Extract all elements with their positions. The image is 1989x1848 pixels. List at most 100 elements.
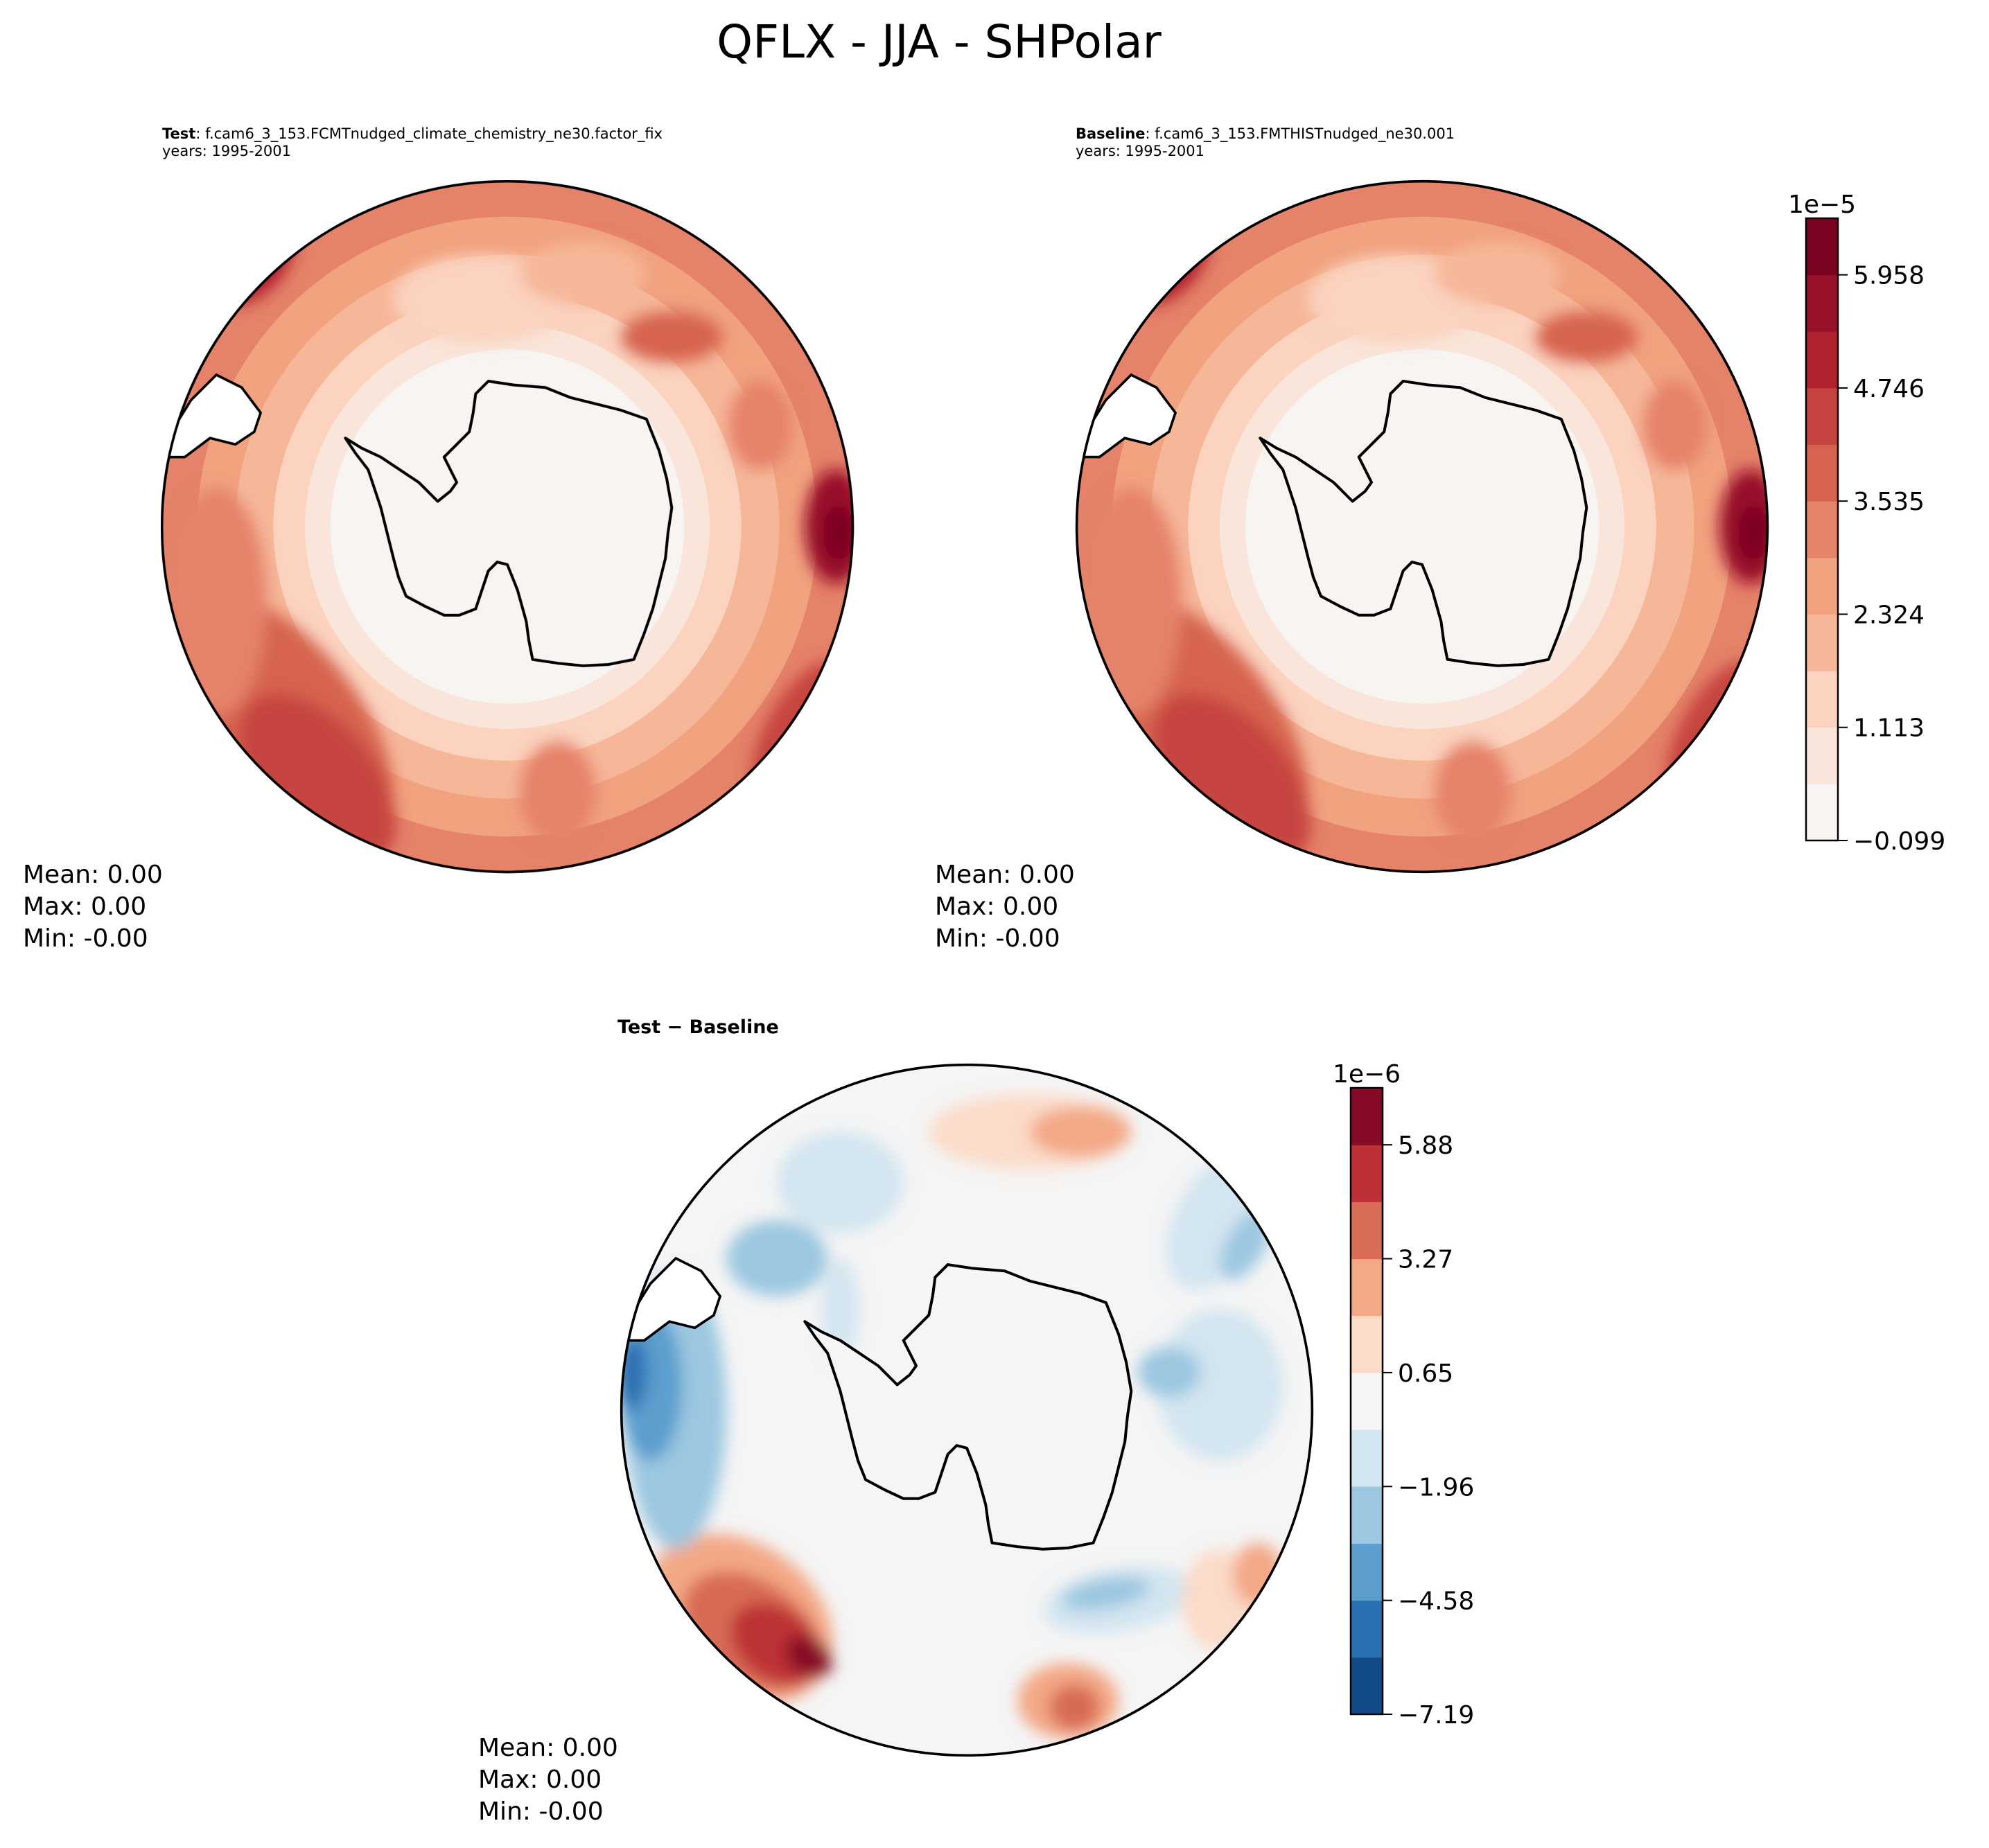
colorbar-diff-svg: 1e−6 −7.19 −4.58 −1.96 0.65 3.27 5.88 [1333, 1060, 1474, 1730]
stat-mean: Mean: 0.00 [23, 861, 163, 889]
colorbar-band [1351, 1315, 1383, 1373]
contour-region [777, 1132, 904, 1233]
colorbar-band [1806, 444, 1838, 502]
colorbar-tick-label: 5.88 [1398, 1132, 1453, 1160]
contour-region [785, 1635, 832, 1678]
map-test [160, 179, 855, 874]
contour-field [1076, 181, 1768, 872]
panel-baseline-case: : f.cam6_3_153.FMTHISTnudged_ne30.001 [1145, 125, 1455, 142]
colorbar-band [1806, 557, 1838, 615]
colorbar-band [1351, 1600, 1383, 1658]
contour-region [1536, 311, 1638, 362]
colorbar-band [1351, 1543, 1383, 1601]
colorbar-tick-label: 3.27 [1398, 1246, 1453, 1274]
panel-test-label: Test [162, 125, 196, 142]
colorbar-tick-label: −0.099 [1853, 827, 1945, 856]
colorbar-frame [1805, 217, 1839, 842]
contour-region [1062, 1576, 1150, 1610]
panel-test-years: years: 1995-2001 [162, 143, 292, 159]
colorbar-tick-label: −1.96 [1398, 1473, 1474, 1502]
colorbar-band [1806, 784, 1838, 841]
map-boundary [1075, 179, 1769, 874]
colorbar-band [1351, 1657, 1383, 1715]
contour-region [520, 741, 596, 843]
map-baseline [1075, 179, 1769, 874]
contour-region [1080, 489, 1182, 716]
colorbar-band [1351, 1202, 1383, 1260]
stat-min: Min: -0.00 [935, 924, 1060, 953]
contour-region [1435, 741, 1511, 843]
panel-test-case: : f.cam6_3_153.FCMTnudged_climate_chemis… [195, 125, 663, 142]
stat-min: Min: -0.00 [478, 1797, 604, 1826]
map-boundary [160, 179, 855, 874]
panel-diff-label: Test − Baseline [617, 1017, 779, 1038]
stat-mean: Mean: 0.00 [478, 1734, 618, 1762]
colorbar-abs: 1e−5 −0.099 1.113 2.324 3.535 4.746 5.958 [1788, 191, 1945, 856]
colorbar-tick-label: 5.958 [1853, 262, 1925, 290]
contour-region [1220, 1211, 1270, 1281]
colorbar-band [1351, 1429, 1383, 1487]
colorbar-band [1806, 501, 1838, 558]
colorbar-scale-label: 1e−5 [1788, 191, 1856, 219]
panel-baseline-label: Baseline [1076, 125, 1146, 142]
colorbar-frame [1349, 1086, 1384, 1716]
colorbar-band [1351, 1486, 1383, 1544]
colorbar-band [1351, 1145, 1383, 1202]
stat-max: Max: 0.00 [935, 892, 1059, 921]
panel-test-stats: Mean: 0.00 Max: 0.00 Min: -0.00 [23, 859, 163, 955]
coastline-south-america [621, 1256, 722, 1342]
stat-max: Max: 0.00 [478, 1766, 602, 1794]
contour-region [728, 381, 792, 470]
colorbar-diff: 1e−6 −7.19 −4.58 −1.96 0.65 3.27 5.88 [1333, 1060, 1474, 1730]
stat-min: Min: -0.00 [23, 924, 148, 953]
colorbar-tick-label: 0.65 [1398, 1359, 1453, 1388]
colorbar-scale-label: 1e−6 [1333, 1060, 1401, 1089]
contour-region [1137, 1346, 1201, 1398]
stat-mean: Mean: 0.00 [935, 861, 1075, 889]
coastline-antarctica [803, 1263, 1133, 1551]
coastline-antarctica [344, 380, 674, 667]
colorbar-abs-svg: 1e−5 −0.099 1.113 2.324 3.535 4.746 5.958 [1788, 191, 1945, 856]
coastline-south-america [161, 373, 263, 459]
colorbar-band [1806, 671, 1838, 728]
colorbar-band [1351, 1372, 1383, 1430]
contour-region [821, 1258, 859, 1359]
contour-region [1738, 504, 1768, 561]
panel-diff-title: Test − Baseline [617, 1017, 779, 1038]
panel-baseline-years: years: 1995-2001 [1076, 143, 1205, 159]
coastline-antarctica [1259, 380, 1588, 667]
colorbar-tick-label: 1.113 [1853, 714, 1925, 743]
contour-region [726, 1220, 828, 1296]
colorbar-tick-label: −7.19 [1398, 1701, 1474, 1730]
colorbar-band [1351, 1258, 1383, 1317]
contour-region [1643, 381, 1707, 470]
colorbar-band [1806, 387, 1838, 446]
contour-region [520, 242, 647, 306]
colorbar-band [1806, 331, 1838, 389]
stat-max: Max: 0.00 [23, 892, 147, 921]
contour-region [1156, 1308, 1283, 1461]
contour-region [1030, 1106, 1132, 1157]
colorbar-band [1351, 1088, 1383, 1145]
contour-region [1154, 694, 1311, 865]
panel-diff-stats: Mean: 0.00 Max: 0.00 Min: -0.00 [478, 1732, 618, 1828]
colorbar-tick-label: 3.535 [1853, 488, 1925, 516]
panel-baseline-title: Baseline: f.cam6_3_153.FMTHISTnudged_ne3… [1076, 125, 1455, 160]
contour-region [1049, 1684, 1100, 1730]
map-boundary [620, 1063, 1314, 1757]
coastline-south-america [1076, 373, 1177, 459]
contour-field [161, 181, 853, 872]
panel-test-title: Test: f.cam6_3_153.FCMTnudged_climate_ch… [162, 125, 663, 160]
contour-field [621, 1064, 1313, 1756]
contour-region [621, 311, 723, 362]
map-diff [620, 1063, 1314, 1757]
colorbar-tick-label: 2.324 [1853, 601, 1925, 629]
colorbar-band [1806, 727, 1838, 784]
contour-region [823, 504, 853, 561]
contour-region [166, 489, 268, 716]
colorbar-band [1806, 218, 1838, 276]
colorbar-band [1806, 274, 1838, 332]
figure-title: QFLX - JJA - SHPolar [717, 15, 1162, 69]
contour-region [1435, 242, 1561, 306]
contour-region [239, 694, 396, 865]
